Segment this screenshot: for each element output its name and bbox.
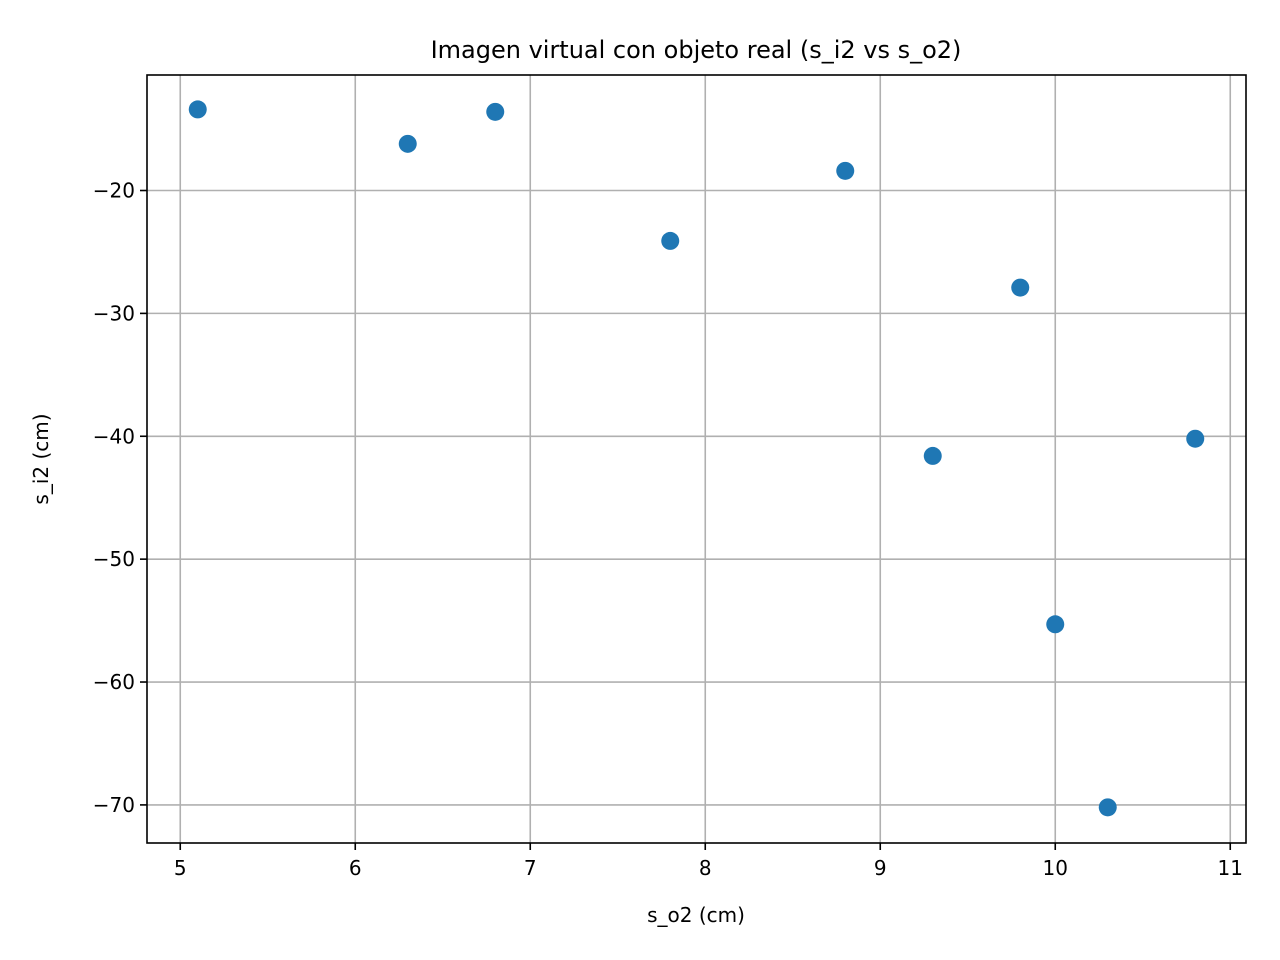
y-tick-label: −70 <box>93 793 135 817</box>
x-tick-label: 10 <box>1043 856 1068 880</box>
x-tick-label: 9 <box>874 856 887 880</box>
data-point <box>1186 429 1205 448</box>
data-point <box>1046 615 1065 634</box>
data-point <box>1098 798 1117 817</box>
x-tick-label: 8 <box>699 856 712 880</box>
data-point <box>661 231 680 250</box>
tick-layer: 5 6 7 8 9 10 11 −20 −30 −40 −50 −60 −70 <box>93 179 1243 880</box>
data-point <box>923 446 942 465</box>
y-tick-label: −60 <box>93 670 135 694</box>
y-tick-label: −20 <box>93 179 135 203</box>
grid-layer <box>147 75 1246 843</box>
chart-title: Imagen virtual con objeto real (s_i2 vs … <box>431 36 962 64</box>
data-point <box>836 161 855 180</box>
x-tick-label: 6 <box>349 856 362 880</box>
y-tick-label: −50 <box>93 547 135 571</box>
x-axis-label: s_o2 (cm) <box>647 903 745 927</box>
x-tick-label: 11 <box>1218 856 1243 880</box>
x-tick-label: 7 <box>524 856 537 880</box>
data-point <box>486 102 505 121</box>
x-tick-label: 5 <box>174 856 187 880</box>
y-tick-label: −40 <box>93 424 135 448</box>
y-axis-label: s_i2 (cm) <box>29 413 53 504</box>
data-point <box>188 100 207 119</box>
point-layer <box>188 100 1205 817</box>
data-point <box>1011 278 1030 297</box>
data-point <box>398 134 417 153</box>
plot-frame <box>146 74 1247 844</box>
y-tick-label: −30 <box>93 301 135 325</box>
